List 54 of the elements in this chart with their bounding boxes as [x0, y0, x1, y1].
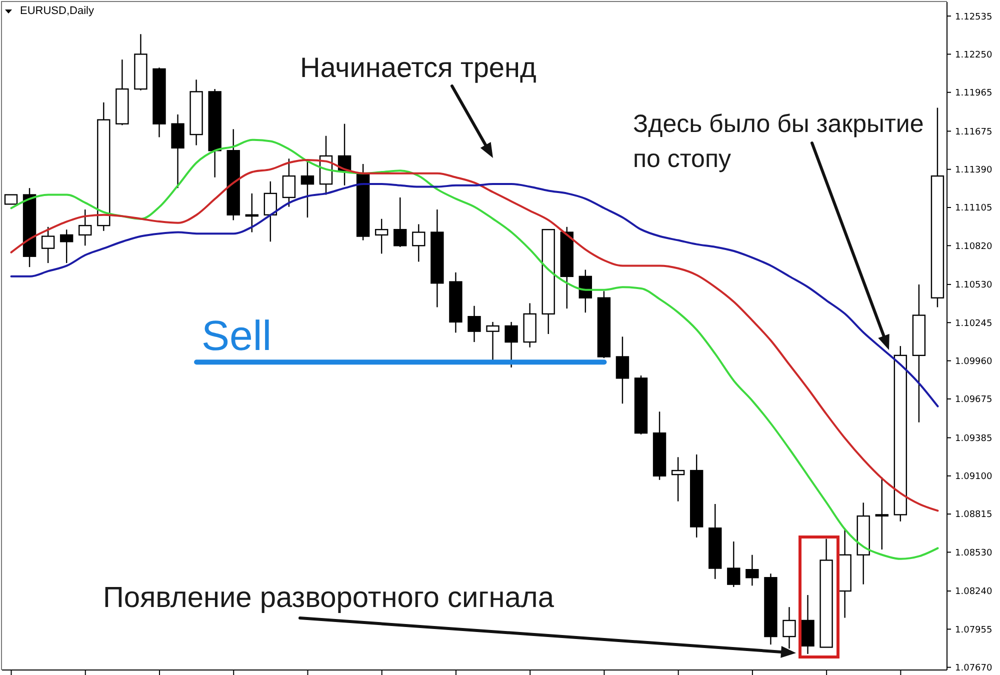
y-tick-label: 1.11965 [955, 88, 992, 99]
annotation: Начинается тренд [300, 52, 538, 84]
y-tick-label: 1.08815 [955, 510, 992, 520]
candlestick [190, 79, 203, 146]
y-tick-label: 1.08240 [955, 587, 992, 598]
y-tick-label: 1.11675 [955, 127, 992, 138]
candlestick [875, 476, 888, 550]
candlestick [671, 456, 685, 502]
candlestick [523, 302, 536, 348]
candlestick [134, 34, 148, 91]
candlestick [930, 107, 944, 308]
y-tick-label: 1.09960 [955, 356, 992, 367]
series-label: Sell [202, 312, 272, 360]
annotation: Появление разворотного сигнала [103, 582, 555, 615]
candlestick [41, 226, 55, 264]
candlestick [746, 554, 759, 586]
candlestick [300, 159, 314, 218]
candlestick [282, 158, 296, 208]
candlestick [319, 135, 333, 196]
candlestick [374, 218, 388, 254]
line-series [10, 183, 939, 408]
candlestick [449, 272, 462, 334]
y-tick-label: 1.09385 [955, 434, 992, 444]
candlestick [430, 208, 444, 308]
line-series [10, 138, 939, 560]
candlestick [208, 88, 222, 178]
candlestick [468, 305, 481, 343]
y-tick-label: 1.10245 [955, 318, 992, 329]
candlestick [690, 454, 704, 538]
y-tick-label: 1.11390 [955, 166, 992, 176]
y-tick-label: 1.11105 [955, 204, 992, 214]
candlestick [708, 503, 722, 580]
y-tick-label: 1.08530 [955, 548, 992, 558]
candlestick [171, 114, 184, 189]
y-tick-label: 1.12535 [955, 12, 992, 22]
y-tick-label: 1.10530 [955, 280, 992, 291]
candlestick [764, 573, 778, 646]
chart-title: EURUSD,Daily [20, 5, 94, 17]
y-tick-label: 1.09675 [955, 395, 992, 406]
y-tick-label: 1.07670 [955, 664, 992, 674]
candlestick [801, 594, 814, 655]
y-tick-label: 1.12250 [955, 50, 992, 60]
candlestick [486, 321, 500, 362]
candlestick [78, 208, 92, 246]
candlestick [245, 192, 258, 233]
candlestick [912, 284, 926, 423]
candlestick [264, 180, 278, 242]
candlestick [152, 66, 166, 138]
candlestick [856, 502, 870, 585]
candlestick [616, 336, 630, 404]
annotation: Здесь было бы закрытие по стопу [633, 109, 925, 175]
y-tick-label: 1.10820 [955, 242, 992, 252]
y-tick-label: 1.07955 [955, 625, 992, 636]
y-tick-label: 1.09100 [955, 472, 992, 482]
